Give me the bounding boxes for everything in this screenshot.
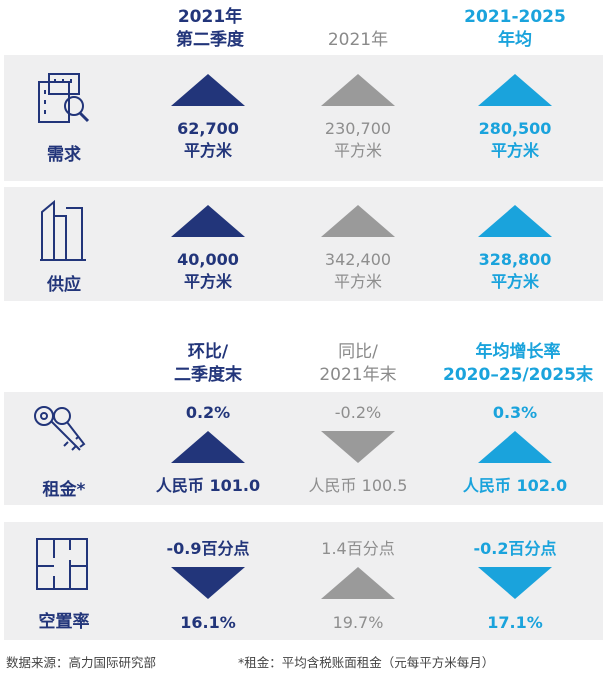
header-col3-line1: 2021-2025 [464,7,566,27]
supply-col2-unit: 平方米 [333,272,382,291]
rent-col2-value: 人民币 100.5 [308,476,408,495]
header-col3-bottom-line2: 2020–25/2025末 [443,365,593,385]
rent-col3-up-arrow [478,431,552,463]
demand-col2-value: 230,700 [324,119,392,138]
supply-col2-value: 342,400 [324,250,392,269]
rent-col2-down-arrow [321,431,395,463]
row-label-rent: 租金* [42,480,86,500]
header-col1-bottom-line1: 环比/ [187,342,229,362]
rent-col1-up-arrow [171,431,245,463]
demand-col3-unit: 平方米 [490,141,539,160]
vacancy-col3-down-arrow [478,567,552,599]
vacancy-col1-down-arrow [171,567,245,599]
vacancy-col2-value: 19.7% [332,613,384,632]
building-search-icon [38,73,90,123]
supply-col3-up-arrow [478,205,552,237]
header-col1-bottom-line2: 二季度末 [174,365,242,385]
header-col1-line1: 2021年 [177,7,243,27]
demand-col1-up-arrow [171,74,245,106]
rent-col2-change: -0.2% [334,403,382,422]
footer-source: 数据来源：高力国际研究部 [6,655,157,670]
header-col1-line2: 第二季度 [176,30,244,50]
supply-col1-unit: 平方米 [183,272,232,291]
header-col1-top: 2021年 第二季度 [135,6,285,52]
demand-col3-up-arrow [478,74,552,106]
row-label-supply: 供应 [47,275,81,295]
header-col3-bottom: 年均增长率 2020–25/2025末 [432,341,604,387]
header-col3-top: 2021-2025 年均 [440,6,590,52]
header-col1-bottom: 环比/ 二季度末 [133,341,283,387]
vacancy-col1-value: 16.1% [180,613,236,632]
vacancy-col1-change: -0.9百分点 [166,539,250,558]
header-col3-line2: 年均 [498,30,532,50]
row-label-vacancy: 空置率 [38,612,90,632]
rent-col1-change: 0.2% [185,403,231,422]
demand-col1-unit: 平方米 [183,141,232,160]
header-col2-bottom-line2: 2021年末 [319,365,397,385]
keys-icon [34,406,86,451]
header-col2-top: 2021年 [327,30,389,50]
rent-col3-value: 人民币 102.0 [462,476,568,495]
header-col3-bottom-line1: 年均增长率 [475,342,561,362]
vacancy-col2-change: 1.4百分点 [321,539,395,558]
supply-col1-value: 40,000 [177,250,239,269]
supply-col1-up-arrow [171,205,245,237]
rent-col3-change: 0.3% [492,403,538,422]
floor-plan-icon [36,538,88,590]
demand-col2-up-arrow [321,74,395,106]
vacancy-col3-value: 17.1% [487,613,543,632]
vacancy-col3-change: -0.2百分点 [473,539,557,558]
header-col2-bottom: 同比/ 2021年末 [283,341,433,387]
supply-col3-value: 328,800 [478,250,552,269]
demand-col2-unit: 平方米 [333,141,382,160]
demand-col3-value: 280,500 [478,119,552,138]
supply-col3-unit: 平方米 [490,272,539,291]
supply-col2-up-arrow [321,205,395,237]
row-label-demand: 需求 [47,145,81,165]
footer-note: *租金：平均含税账面租金（元每平方米每月） [238,655,495,670]
header-col2-bottom-line1: 同比/ [338,342,378,362]
vacancy-col2-up-arrow [321,567,395,599]
demand-col1-value: 62,700 [177,119,239,138]
rent-col1-value: 人民币 101.0 [155,476,261,495]
tower-buildings-icon [40,199,86,261]
